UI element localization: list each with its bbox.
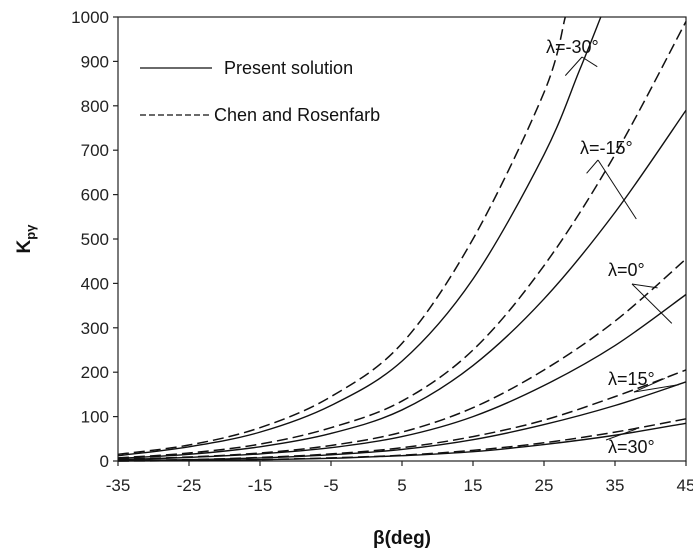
- legend-label-present-solution: Present solution: [224, 58, 353, 78]
- x-tick-label: 25: [535, 476, 554, 495]
- curve-label-lambda-15: λ=15°: [608, 369, 655, 389]
- series-line-dashed: [117, 16, 567, 456]
- curve-label-lambda-minus-15: λ=-15°: [580, 138, 633, 158]
- leader-line: [597, 159, 637, 220]
- series-line-solid: [117, 381, 687, 462]
- y-tick-label: 1000: [71, 8, 109, 27]
- y-axis-ticks: 0 100 200 300 400 500 600 700 800 900 1000: [71, 8, 118, 471]
- x-tick-label: -25: [177, 476, 202, 495]
- y-tick-label: 0: [100, 452, 109, 471]
- y-axis-title-sub: pγ: [23, 224, 38, 240]
- series-lines: [117, 16, 687, 462]
- y-tick-label: 200: [81, 363, 109, 382]
- leader-line: [581, 56, 598, 68]
- y-tick-label: 300: [81, 319, 109, 338]
- x-tick-label: 5: [397, 476, 406, 495]
- series-line-dashed: [117, 418, 687, 462]
- x-axis-ticks: -35 -25 -15 -5 5 15 25 35 45: [106, 461, 693, 495]
- y-tick-label: 900: [81, 52, 109, 71]
- series-line-dashed: [117, 21, 687, 459]
- y-tick-label: 800: [81, 97, 109, 116]
- curve-label-lambda-0: λ=0°: [608, 260, 645, 280]
- y-axis-title-main: K: [14, 239, 35, 253]
- legend-label-chen-rosenfarb: Chen and Rosenfarb: [214, 105, 380, 125]
- leader-line: [631, 283, 658, 289]
- leader-line: [586, 159, 599, 174]
- leader-line: [633, 377, 665, 393]
- x-tick-label: -15: [248, 476, 273, 495]
- curve-label-lambda-minus-30: λ=-30°: [546, 37, 599, 57]
- series-line-solid: [117, 16, 602, 457]
- curve-label-lambda-30: λ=30°: [608, 437, 655, 457]
- x-tick-label: -5: [323, 476, 338, 495]
- curve-labels: λ=-30° λ=-15° λ=0° λ=15° λ=30°: [546, 37, 655, 457]
- x-tick-label: 15: [464, 476, 483, 495]
- y-tick-label: 700: [81, 141, 109, 160]
- y-tick-label: 600: [81, 186, 109, 205]
- curve-label-leaders: [564, 56, 679, 441]
- x-tick-label: 45: [677, 476, 693, 495]
- series-line-solid: [117, 293, 687, 461]
- y-tick-label: 100: [81, 408, 109, 427]
- series-line-solid: [117, 109, 687, 460]
- leader-line: [631, 283, 673, 324]
- y-axis-title: Kpγ: [14, 224, 38, 254]
- series-line-solid: [117, 422, 687, 462]
- leader-line: [564, 56, 583, 76]
- x-tick-label: 35: [606, 476, 625, 495]
- leader-line: [605, 428, 637, 441]
- legend: Present solution Chen and Rosenfarb: [140, 58, 380, 125]
- leader-line: [633, 384, 679, 393]
- series-line-dashed: [117, 369, 687, 462]
- x-axis-title: β(deg): [373, 528, 431, 549]
- y-tick-label: 400: [81, 274, 109, 293]
- x-tick-label: -35: [106, 476, 131, 495]
- plot-frame: [117, 16, 687, 462]
- series-line-dashed: [117, 258, 687, 460]
- y-tick-label: 500: [81, 230, 109, 249]
